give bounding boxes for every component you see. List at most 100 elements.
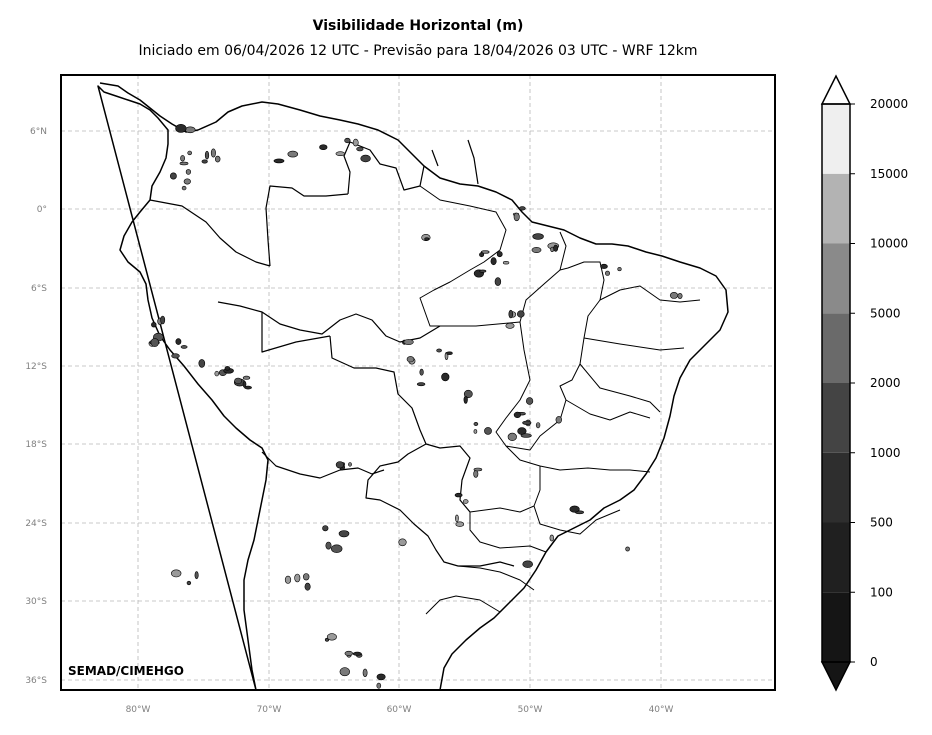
map-gridlines <box>61 75 775 690</box>
colorbar-segment <box>822 104 850 174</box>
visibility-patch <box>331 544 343 553</box>
visibility-patch <box>352 138 359 147</box>
visibility-patch <box>463 395 468 404</box>
visibility-patch <box>505 322 515 329</box>
visibility-patch <box>214 370 220 377</box>
south-america-coastline <box>97 82 729 690</box>
colorbar-segment <box>822 452 850 523</box>
visibility-patch <box>194 571 199 580</box>
visibility-patch <box>549 534 554 542</box>
visibility-patch <box>160 315 166 325</box>
visibility-patch <box>424 237 430 241</box>
colorbar-extend-bottom <box>820 661 852 692</box>
visibility-patch <box>494 277 502 286</box>
visibility-patch <box>360 154 371 163</box>
visibility-patch <box>502 261 510 265</box>
visibility-patch <box>204 150 210 160</box>
lat-label: 6°N <box>30 127 47 137</box>
visibility-patch <box>669 291 679 299</box>
colorbar-label: 5000 <box>870 306 901 320</box>
visibility-patch <box>234 377 242 385</box>
visibility-patch <box>625 546 630 552</box>
visibility-patch <box>454 492 463 498</box>
visibility-patch <box>532 233 544 240</box>
visibility-patch <box>555 416 562 424</box>
visibility-patch <box>522 420 532 425</box>
visibility-patch <box>553 244 559 252</box>
visibility-patch <box>150 338 160 347</box>
visibility-patch <box>198 359 206 368</box>
visibility-patch <box>348 462 352 467</box>
visibility-patch <box>484 427 492 435</box>
credit-label: SEMAD/CIMEHGO <box>68 664 184 678</box>
visibility-patch <box>473 429 478 434</box>
visibility-patch <box>617 267 622 272</box>
visibility-patch <box>455 521 465 527</box>
visibility-patch <box>352 651 362 656</box>
colorbar: 0 100 500 1000 2000 5000 10000 15000 20000 <box>820 74 908 692</box>
visibility-patch <box>171 569 182 578</box>
visibility-patch <box>406 356 415 363</box>
colorbar-label: 0 <box>870 655 878 669</box>
visibility-patch <box>473 467 483 472</box>
visibility-patch <box>446 351 453 355</box>
colorbar-label: 100 <box>870 585 893 599</box>
lat-label: 0° <box>37 205 47 215</box>
visibility-patch <box>224 366 231 371</box>
colorbar-label: 1000 <box>870 446 901 460</box>
visibility-patch <box>335 151 345 156</box>
visibility-patch <box>242 375 251 380</box>
visibility-patch <box>184 126 196 134</box>
visibility-patch <box>479 252 485 258</box>
visibility-patch <box>479 269 487 273</box>
colorbar-segment <box>822 173 850 244</box>
colorbar-segment <box>822 522 850 593</box>
visibility-patch <box>339 667 350 677</box>
visibility-patch <box>335 461 345 469</box>
visibility-patch <box>326 633 337 641</box>
visibility-patch <box>287 150 299 158</box>
visibility-patch <box>507 432 517 442</box>
visibility-patch <box>513 212 520 222</box>
visibility-patch <box>436 348 442 353</box>
visibility-patch <box>151 322 157 328</box>
visibility-patch <box>473 469 479 478</box>
visibility-patch <box>319 144 328 150</box>
visibility-patch <box>677 292 683 299</box>
visibility-patch <box>508 309 514 319</box>
visibility-patch <box>180 345 188 349</box>
visibility-patch <box>175 338 182 345</box>
lon-labels: 80°W 70°W 60°W 50°W 40°W <box>126 705 674 715</box>
visibility-patch <box>344 650 353 656</box>
lat-label: 30°S <box>25 597 47 607</box>
colorbar-extend-top <box>820 74 852 105</box>
visibility-patch <box>171 353 180 359</box>
lat-label: 12°S <box>25 362 47 372</box>
visibility-patch <box>179 161 189 166</box>
colorbar-label: 15000 <box>870 167 908 181</box>
lon-label: 50°W <box>518 705 543 715</box>
colorbar-segment <box>822 383 850 453</box>
visibility-patch <box>201 159 208 164</box>
visibility-patch <box>356 146 364 152</box>
visibility-patch <box>398 538 407 547</box>
visibility-patch <box>322 525 329 532</box>
country-borders <box>149 139 515 567</box>
visibility-patch <box>169 172 177 180</box>
visibility-patch <box>304 582 311 591</box>
visibility-contours <box>148 123 683 689</box>
lat-label: 24°S <box>25 519 47 529</box>
visibility-patch <box>518 206 526 211</box>
visibility-patch <box>325 541 332 550</box>
lon-label: 40°W <box>649 705 674 715</box>
visibility-patch <box>215 155 221 163</box>
state-borders <box>419 185 701 615</box>
visibility-patch <box>516 310 525 318</box>
visibility-patch <box>522 560 534 568</box>
visibility-patch <box>569 505 580 513</box>
visibility-patch <box>362 668 368 677</box>
visibility-patch <box>604 270 610 276</box>
lat-label: 6°S <box>31 284 47 294</box>
colorbar-label: 2000 <box>870 376 901 390</box>
